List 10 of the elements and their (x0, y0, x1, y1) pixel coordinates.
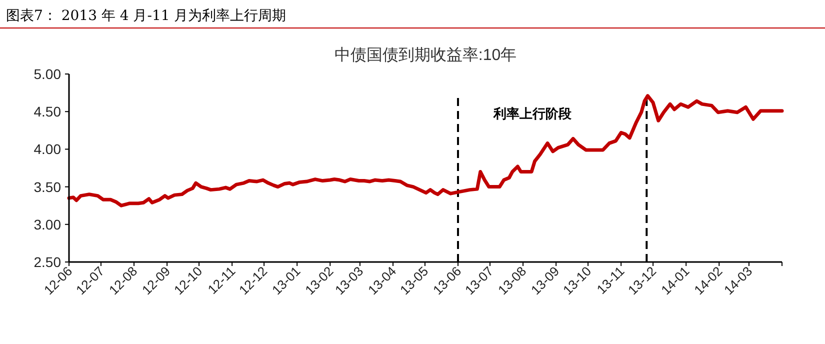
chart-title: 图表7： 2013 年 4 月-11 月为利率上行周期 (6, 8, 286, 24)
y-tick-label: 3.50 (34, 178, 62, 195)
annotation: 利率上行阶段 (492, 106, 572, 122)
line-series (67, 94, 784, 208)
y-tick-label: 5.00 (34, 66, 62, 82)
y-tick-label: 3.00 (34, 216, 62, 232)
y-tick-label: 4.00 (34, 141, 62, 158)
y-tick-label: 2.50 (34, 254, 62, 270)
chart-subtitle: 中债国债到期收益率:10年 (334, 46, 517, 64)
y-tick-label: 4.50 (34, 104, 62, 120)
